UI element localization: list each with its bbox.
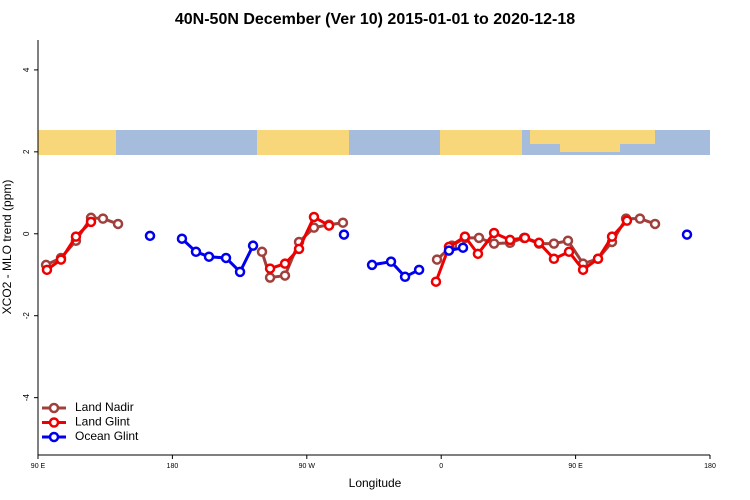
data-point — [279, 258, 291, 269]
data-point — [112, 218, 124, 230]
x-axis-label: Longitude — [349, 476, 402, 490]
data-point — [399, 271, 411, 283]
data-point — [308, 211, 320, 223]
data-point — [338, 229, 350, 240]
y-tick-label: -2 — [22, 312, 31, 320]
data-point — [488, 227, 500, 239]
land — [257, 130, 349, 155]
data-point — [472, 248, 484, 260]
data-point — [533, 237, 545, 249]
map-strip — [38, 130, 710, 155]
data-point — [459, 231, 471, 242]
data-point — [443, 245, 455, 256]
data-point — [548, 238, 560, 249]
data-point — [234, 266, 246, 278]
data-point — [247, 240, 259, 251]
data-point — [488, 238, 500, 249]
data-point — [144, 230, 156, 242]
x-tick-label: 180 — [704, 463, 716, 470]
data-point — [323, 220, 335, 231]
y-axis-label: XCO2 - MLO trend (ppm) — [0, 180, 14, 315]
data-point — [562, 235, 574, 246]
data-point — [621, 215, 633, 226]
data-point — [385, 256, 397, 267]
legend-marker — [48, 431, 60, 443]
data-point — [85, 216, 97, 228]
data-point — [504, 234, 516, 246]
data-point — [279, 270, 291, 281]
data-point — [634, 213, 646, 224]
legend-marker — [48, 402, 60, 414]
plot-area — [40, 211, 693, 287]
data-point — [337, 217, 349, 228]
legend-label: Land Glint — [75, 415, 130, 429]
data-point — [563, 246, 575, 258]
data-point — [70, 231, 82, 242]
land — [530, 130, 655, 144]
legend-label: Ocean Glint — [75, 429, 139, 443]
y-tick-label: -4 — [22, 394, 31, 402]
land — [560, 144, 620, 152]
ticks: 90 E 180 90 W 0 90 E 180 -4 -2 0 2 4 — [22, 67, 716, 470]
data-point — [293, 243, 305, 255]
legend-marker — [48, 417, 60, 428]
data-point — [577, 264, 589, 276]
x-tick-label: 0 — [439, 463, 443, 470]
data-point — [681, 229, 693, 240]
data-point — [649, 218, 661, 230]
y-tick-label: 4 — [22, 67, 31, 72]
data-point — [55, 254, 67, 265]
data-point — [176, 233, 188, 244]
data-point — [220, 252, 232, 264]
data-point — [473, 232, 485, 244]
data-point — [431, 254, 443, 265]
data-point — [366, 259, 378, 271]
data-point — [413, 264, 425, 276]
y-tick-label: 0 — [22, 231, 31, 236]
y-tick-label: 2 — [22, 149, 31, 154]
x-tick-label: 180 — [167, 463, 179, 470]
data-point — [41, 264, 53, 276]
data-point — [264, 272, 276, 283]
data-point — [256, 246, 268, 258]
legend-label: Land Nadir — [75, 400, 134, 414]
data-point — [430, 276, 442, 287]
data-point — [592, 253, 604, 265]
chart-title: 40N-50N December (Ver 10) 2015-01-01 to … — [175, 11, 575, 28]
x-tick-label: 90 W — [299, 463, 316, 470]
data-point — [190, 246, 202, 258]
land — [38, 130, 116, 155]
x-tick-label: 90 E — [568, 463, 583, 470]
x-tick-label: 90 E — [31, 463, 46, 470]
data-point — [548, 253, 560, 265]
data-point — [519, 232, 531, 244]
data-point — [606, 231, 618, 242]
data-point — [264, 263, 276, 274]
data-point — [457, 242, 469, 253]
land — [440, 130, 522, 155]
data-point — [203, 251, 215, 262]
data-point — [97, 213, 109, 224]
